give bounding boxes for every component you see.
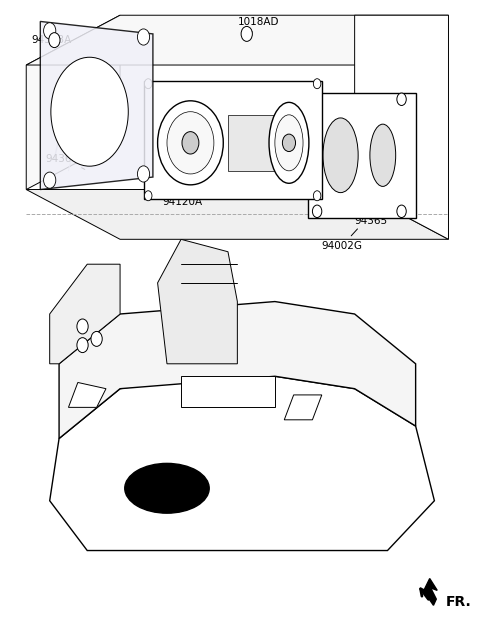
Circle shape [282, 134, 296, 151]
Circle shape [137, 29, 150, 45]
Circle shape [91, 332, 102, 347]
Ellipse shape [51, 57, 128, 166]
Ellipse shape [275, 115, 303, 171]
Circle shape [312, 93, 322, 106]
Ellipse shape [323, 118, 358, 193]
Polygon shape [144, 80, 322, 199]
Circle shape [44, 172, 56, 188]
Circle shape [144, 191, 152, 201]
Text: 94363A: 94363A [31, 35, 71, 45]
Circle shape [313, 191, 321, 201]
Circle shape [313, 78, 321, 89]
Ellipse shape [125, 463, 209, 513]
Circle shape [312, 205, 322, 217]
Circle shape [144, 78, 152, 89]
Polygon shape [50, 376, 434, 551]
Circle shape [137, 166, 150, 182]
Ellipse shape [370, 124, 396, 187]
Circle shape [182, 132, 199, 154]
Polygon shape [157, 239, 237, 364]
Polygon shape [181, 376, 275, 408]
Text: 1018AD: 1018AD [237, 16, 279, 35]
Circle shape [44, 23, 56, 39]
Polygon shape [50, 264, 120, 364]
Polygon shape [424, 578, 437, 605]
Polygon shape [26, 190, 448, 239]
Ellipse shape [269, 102, 309, 183]
Polygon shape [69, 382, 106, 408]
Circle shape [77, 338, 88, 352]
Ellipse shape [157, 101, 223, 185]
Text: 94002G: 94002G [322, 229, 363, 251]
Circle shape [397, 93, 406, 106]
Circle shape [49, 33, 60, 48]
Circle shape [77, 319, 88, 334]
Polygon shape [59, 301, 416, 438]
Polygon shape [40, 21, 153, 190]
Text: 94360D: 94360D [45, 153, 86, 170]
Circle shape [241, 26, 252, 41]
Ellipse shape [167, 112, 214, 174]
Circle shape [397, 205, 406, 217]
Text: 94120A: 94120A [162, 193, 203, 207]
Polygon shape [26, 15, 448, 65]
Polygon shape [355, 15, 448, 239]
Text: FR.: FR. [446, 595, 472, 609]
Polygon shape [308, 93, 416, 217]
Polygon shape [26, 15, 120, 190]
Text: 94365: 94365 [355, 216, 388, 225]
Polygon shape [284, 395, 322, 420]
Polygon shape [228, 115, 294, 171]
